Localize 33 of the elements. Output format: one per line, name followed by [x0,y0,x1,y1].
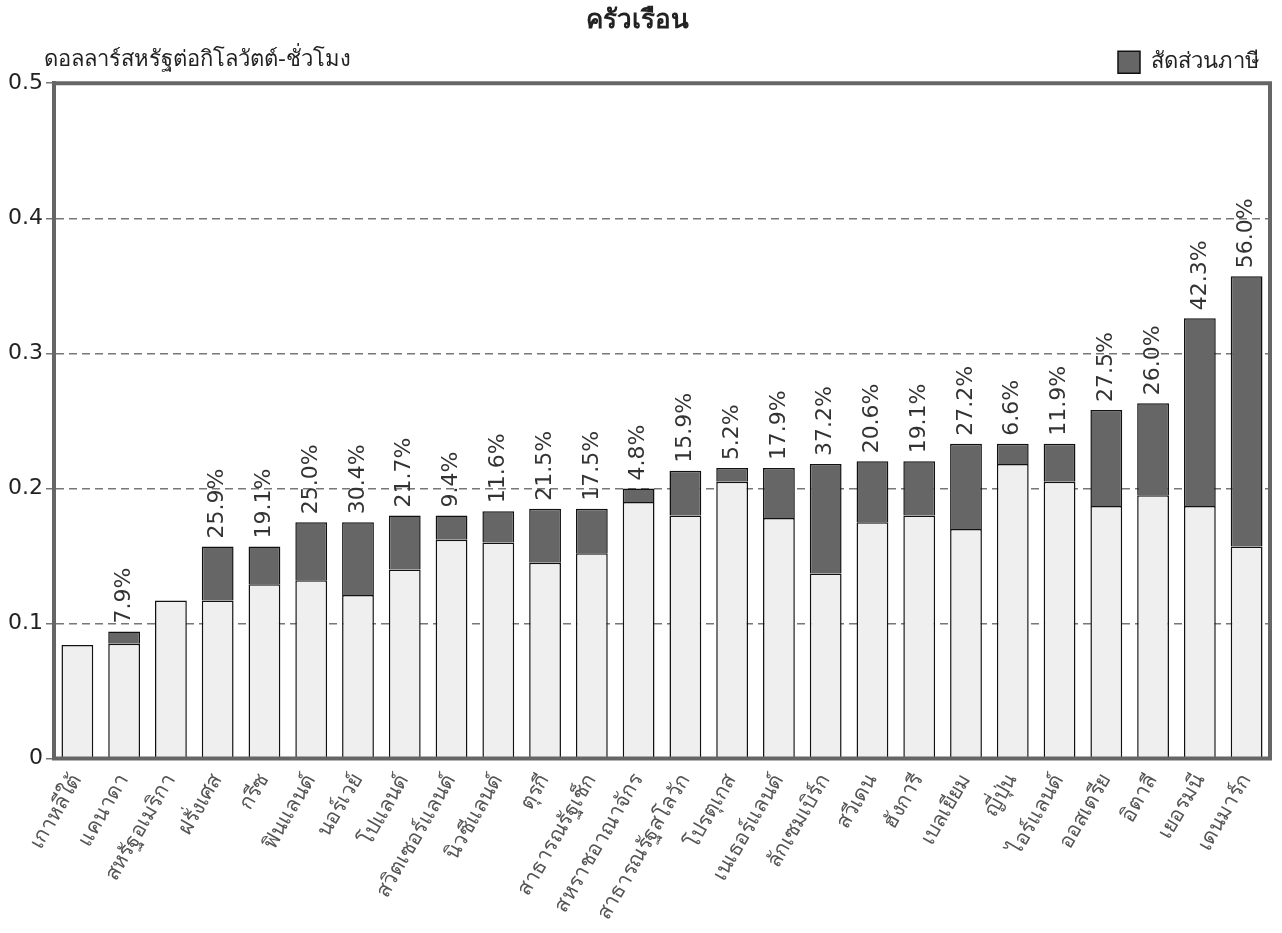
annotation: 11.6% [484,433,510,504]
annotation: 56.0% [1232,198,1258,269]
annotation: 19.1% [904,383,930,454]
y-tick-label: 0.3 [7,339,43,365]
annotation: 11.9% [1045,365,1071,436]
chart-title: ครัวเรือน [586,4,689,35]
annotation: 20.6% [858,383,884,454]
annotation: 25.9% [203,468,229,539]
annotation: 27.5% [1092,332,1118,403]
annotation: 25.0% [296,444,322,515]
annotation: 19.1% [250,468,276,539]
annotation: 27.2% [951,365,977,436]
annotation: 5.2% [717,404,743,461]
annotation: 37.2% [811,386,837,457]
y-tick-label: 0.2 [7,474,43,500]
annotation: 30.4% [343,444,369,515]
annotation: 17.5% [577,430,603,501]
y-tick-label: 0.4 [7,203,43,229]
annotation: 42.3% [1185,240,1211,311]
legend-label: สัดส่วนภาษี [1151,47,1260,73]
annotation: 6.6% [998,379,1024,436]
annotation: 7.9% [109,567,135,624]
annotation: 21.5% [530,430,556,501]
annotation: 9.4% [437,451,463,508]
y-tick-label: 0.5 [7,68,43,94]
y-tick-label: 0 [28,744,43,770]
y-tick-label: 0.1 [7,609,43,635]
annotation: 4.8% [624,424,650,481]
annotation: 21.7% [390,437,416,508]
annotation: 17.9% [764,390,790,461]
annotation: 26.0% [1138,325,1164,396]
annotation: 15.9% [671,392,697,463]
y-axis-title: ดอลลาร์สหรัฐต่อกิโลวัตต์-ชั่วโมง [43,42,351,72]
